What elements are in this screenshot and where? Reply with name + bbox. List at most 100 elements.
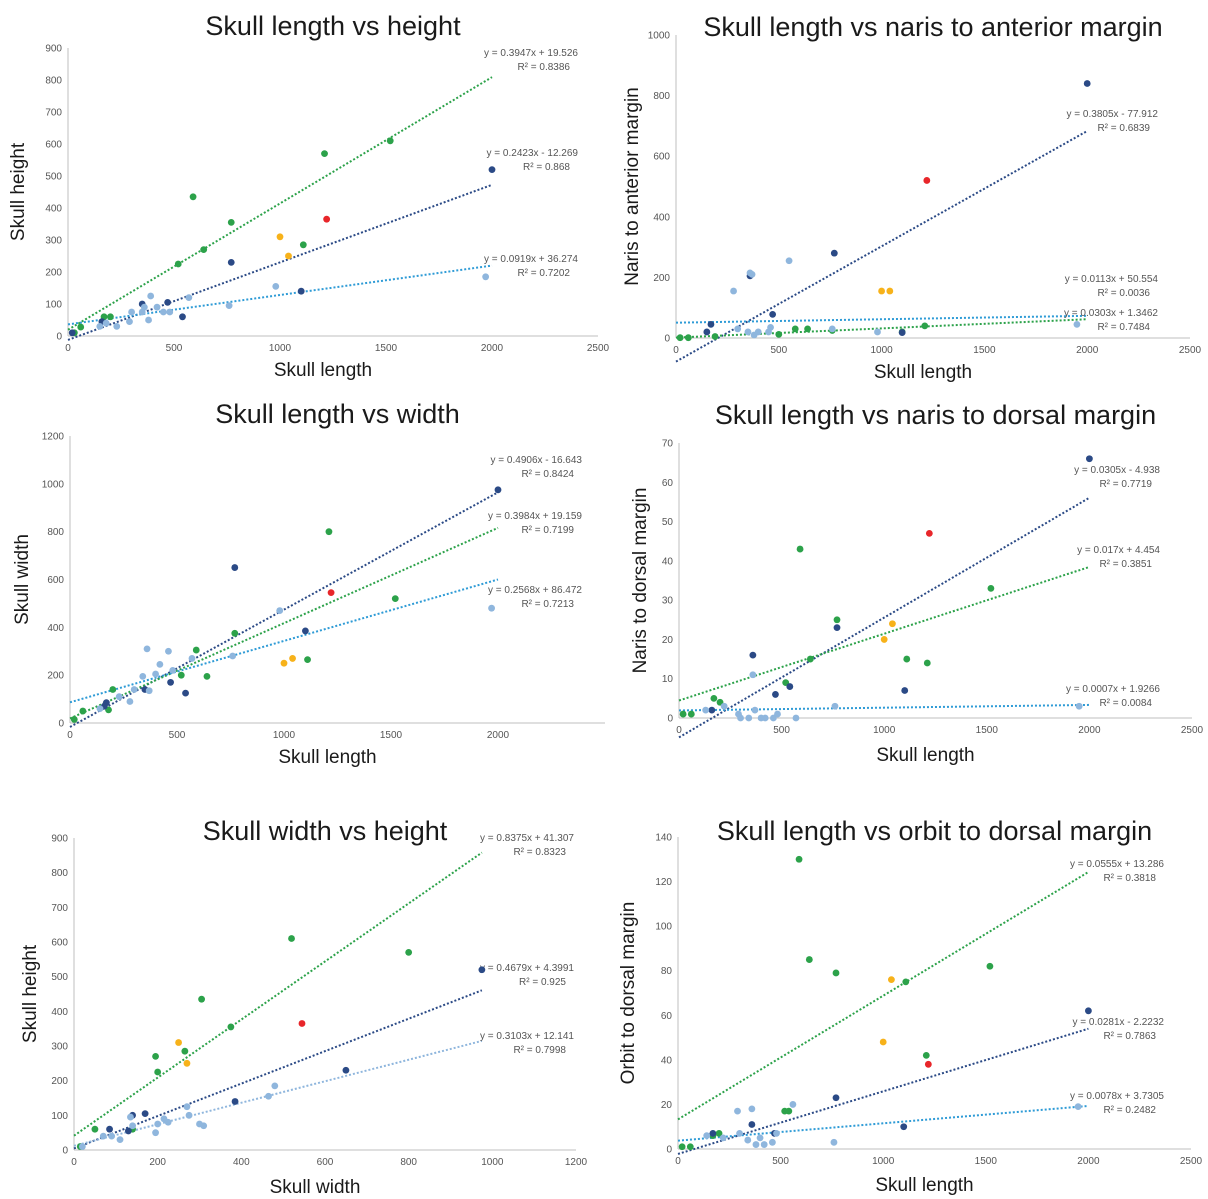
data-point-green: [189, 193, 197, 201]
data-point-light: [96, 705, 104, 713]
chart-title: Skull length vs height: [205, 11, 461, 41]
data-point-light: [272, 283, 280, 290]
data-point-light: [127, 1113, 134, 1121]
x-tick-label: 500: [166, 343, 183, 354]
trendline-green: [73, 851, 483, 1137]
y-tick-label: 700: [51, 903, 68, 914]
data-point-green: [192, 646, 200, 654]
data-point-green: [79, 707, 87, 715]
x-tick-label: 1000: [873, 725, 896, 736]
data-point-light: [488, 604, 495, 612]
x-axis-label: Skull length: [278, 747, 376, 768]
y-tick-label: 300: [51, 1042, 68, 1053]
data-point-light: [271, 1082, 279, 1090]
trendline-equation: y = 0.0555x + 13.286: [1070, 859, 1164, 870]
y-tick-label: 400: [653, 212, 670, 223]
data-point-light: [108, 1132, 116, 1140]
data-point-navy: [1085, 1007, 1092, 1015]
y-tick-label: 800: [45, 76, 62, 87]
data-point-green: [923, 659, 931, 667]
data-point-light: [756, 1134, 764, 1142]
data-point-red: [298, 1020, 306, 1027]
data-point-light: [736, 1130, 743, 1137]
data-point-navy: [748, 1121, 756, 1128]
data-point-light: [745, 714, 753, 722]
trendline-r2: R² = 0.0084: [1099, 698, 1152, 709]
data-point-navy: [167, 678, 174, 686]
trendline-equation: y = 0.4679x + 4.3991: [480, 963, 574, 974]
data-point-yellow: [280, 659, 288, 667]
y-tick-label: 700: [45, 108, 62, 119]
x-tick-label: 1000: [269, 343, 292, 354]
data-point-green: [227, 219, 235, 226]
y-axis-label: Naris to dorsal margin: [630, 488, 651, 674]
y-tick-label: 800: [51, 868, 68, 879]
data-point-navy: [833, 624, 841, 632]
data-point-light: [99, 1132, 107, 1140]
y-tick-label: 300: [45, 236, 62, 247]
data-point-yellow: [888, 976, 895, 984]
trendline-trend_light: [677, 1104, 1089, 1142]
x-tick-label: 2500: [1181, 725, 1204, 736]
x-tick-label: 2000: [481, 343, 504, 354]
data-point-light: [767, 323, 774, 331]
data-point-light: [744, 328, 752, 336]
y-tick-label: 200: [653, 273, 670, 284]
data-point-light: [153, 303, 161, 311]
x-tick-label: 1500: [976, 725, 999, 736]
x-tick-label: 1500: [973, 345, 996, 356]
x-tick-label: 200: [149, 1157, 166, 1168]
data-point-light: [749, 671, 757, 679]
y-tick-label: 200: [51, 1076, 68, 1087]
data-point-light: [828, 325, 836, 333]
trendline-equation: y = 0.0919x + 36.274: [484, 254, 578, 265]
trendline-r2: R² = 0.8323: [513, 847, 566, 858]
y-tick-label: 0: [667, 714, 673, 725]
x-tick-label: 2000: [1076, 345, 1099, 356]
data-point-green: [107, 313, 114, 321]
data-point-navy: [772, 691, 779, 698]
x-tick-label: 500: [772, 1156, 789, 1167]
chart-title: Skull length vs naris to dorsal margin: [715, 400, 1156, 430]
data-point-navy: [342, 1066, 350, 1074]
trendline-r2: R² = 0.6839: [1097, 123, 1150, 134]
x-tick-label: 2500: [1179, 345, 1202, 356]
y-tick-label: 40: [662, 556, 674, 567]
data-point-red: [925, 529, 933, 537]
data-point-green: [198, 995, 205, 1003]
trendline-r2: R² = 0.2482: [1103, 1105, 1156, 1116]
data-point-light: [734, 325, 742, 333]
data-point-yellow: [285, 252, 292, 260]
data-point-navy: [141, 1110, 149, 1117]
data-point-light: [831, 702, 839, 710]
y-tick-label: 0: [62, 1146, 68, 1157]
data-point-light: [773, 1130, 780, 1137]
data-point-light: [734, 1107, 741, 1115]
x-tick-label: 600: [317, 1157, 334, 1168]
data-point-light: [145, 687, 153, 695]
trendline-equation: y = 0.0113x + 50.554: [1065, 274, 1159, 285]
x-tick-label: 2000: [1078, 725, 1101, 736]
y-tick-label: 70: [662, 439, 674, 450]
data-point-light: [164, 1118, 172, 1126]
trendline-equation: y = 0.3947x + 19.526: [484, 48, 578, 59]
data-point-light: [768, 1138, 776, 1146]
x-tick-label: 0: [71, 1157, 77, 1168]
data-point-green: [174, 260, 182, 268]
trendline-navy: [73, 989, 483, 1150]
x-tick-label: 1000: [872, 1156, 895, 1167]
trendline-r2: R² = 0.3851: [1099, 559, 1152, 570]
data-point-green: [921, 322, 929, 330]
data-point-green: [154, 1068, 162, 1076]
y-tick-label: 200: [47, 671, 64, 682]
data-point-navy: [478, 966, 486, 974]
y-tick-label: 400: [45, 204, 62, 215]
y-tick-label: 1200: [42, 432, 65, 443]
trendline-navy: [675, 130, 1088, 363]
data-point-navy: [488, 166, 496, 174]
trendline-equation: y = 0.0281x - 2.2232: [1073, 1017, 1165, 1028]
data-point-green: [152, 1053, 159, 1060]
data-point-light: [160, 308, 167, 316]
chart-3: Skull length vs width 0 200 400 600 800 1000 12…: [12, 399, 605, 768]
